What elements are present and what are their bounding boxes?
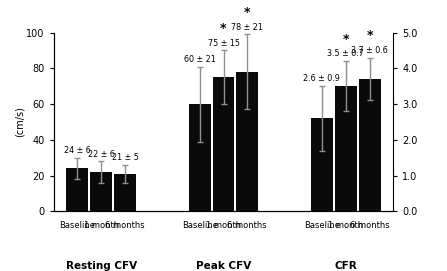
Text: *: * bbox=[342, 33, 349, 46]
Bar bbox=[358, 79, 380, 211]
Text: *: * bbox=[366, 29, 373, 42]
Bar bbox=[114, 174, 136, 211]
Text: 22 ± 6: 22 ± 6 bbox=[88, 150, 115, 159]
Bar bbox=[212, 77, 235, 211]
Text: 75 ± 15: 75 ± 15 bbox=[207, 39, 240, 48]
Text: 24 ± 6: 24 ± 6 bbox=[64, 146, 91, 155]
Bar bbox=[189, 104, 211, 211]
Text: 21 ± 5: 21 ± 5 bbox=[112, 153, 139, 162]
Text: CFR: CFR bbox=[334, 262, 357, 271]
Y-axis label: (cm/s): (cm/s) bbox=[15, 107, 25, 137]
Text: 78 ± 21: 78 ± 21 bbox=[232, 22, 263, 32]
Bar bbox=[67, 169, 89, 211]
Text: 2.6 ± 0.9: 2.6 ± 0.9 bbox=[304, 75, 340, 83]
Text: Peak CFV: Peak CFV bbox=[196, 262, 251, 271]
Text: *: * bbox=[220, 22, 227, 35]
Text: 60 ± 21: 60 ± 21 bbox=[184, 55, 215, 64]
Bar bbox=[236, 72, 258, 211]
Text: 3.5 ± 0.7: 3.5 ± 0.7 bbox=[327, 49, 364, 59]
Text: 3.7 ± 0.6: 3.7 ± 0.6 bbox=[351, 46, 388, 55]
Bar bbox=[335, 86, 357, 211]
Bar bbox=[311, 118, 333, 211]
Text: *: * bbox=[244, 6, 251, 19]
Text: Resting CFV: Resting CFV bbox=[66, 262, 137, 271]
Bar bbox=[90, 172, 112, 211]
